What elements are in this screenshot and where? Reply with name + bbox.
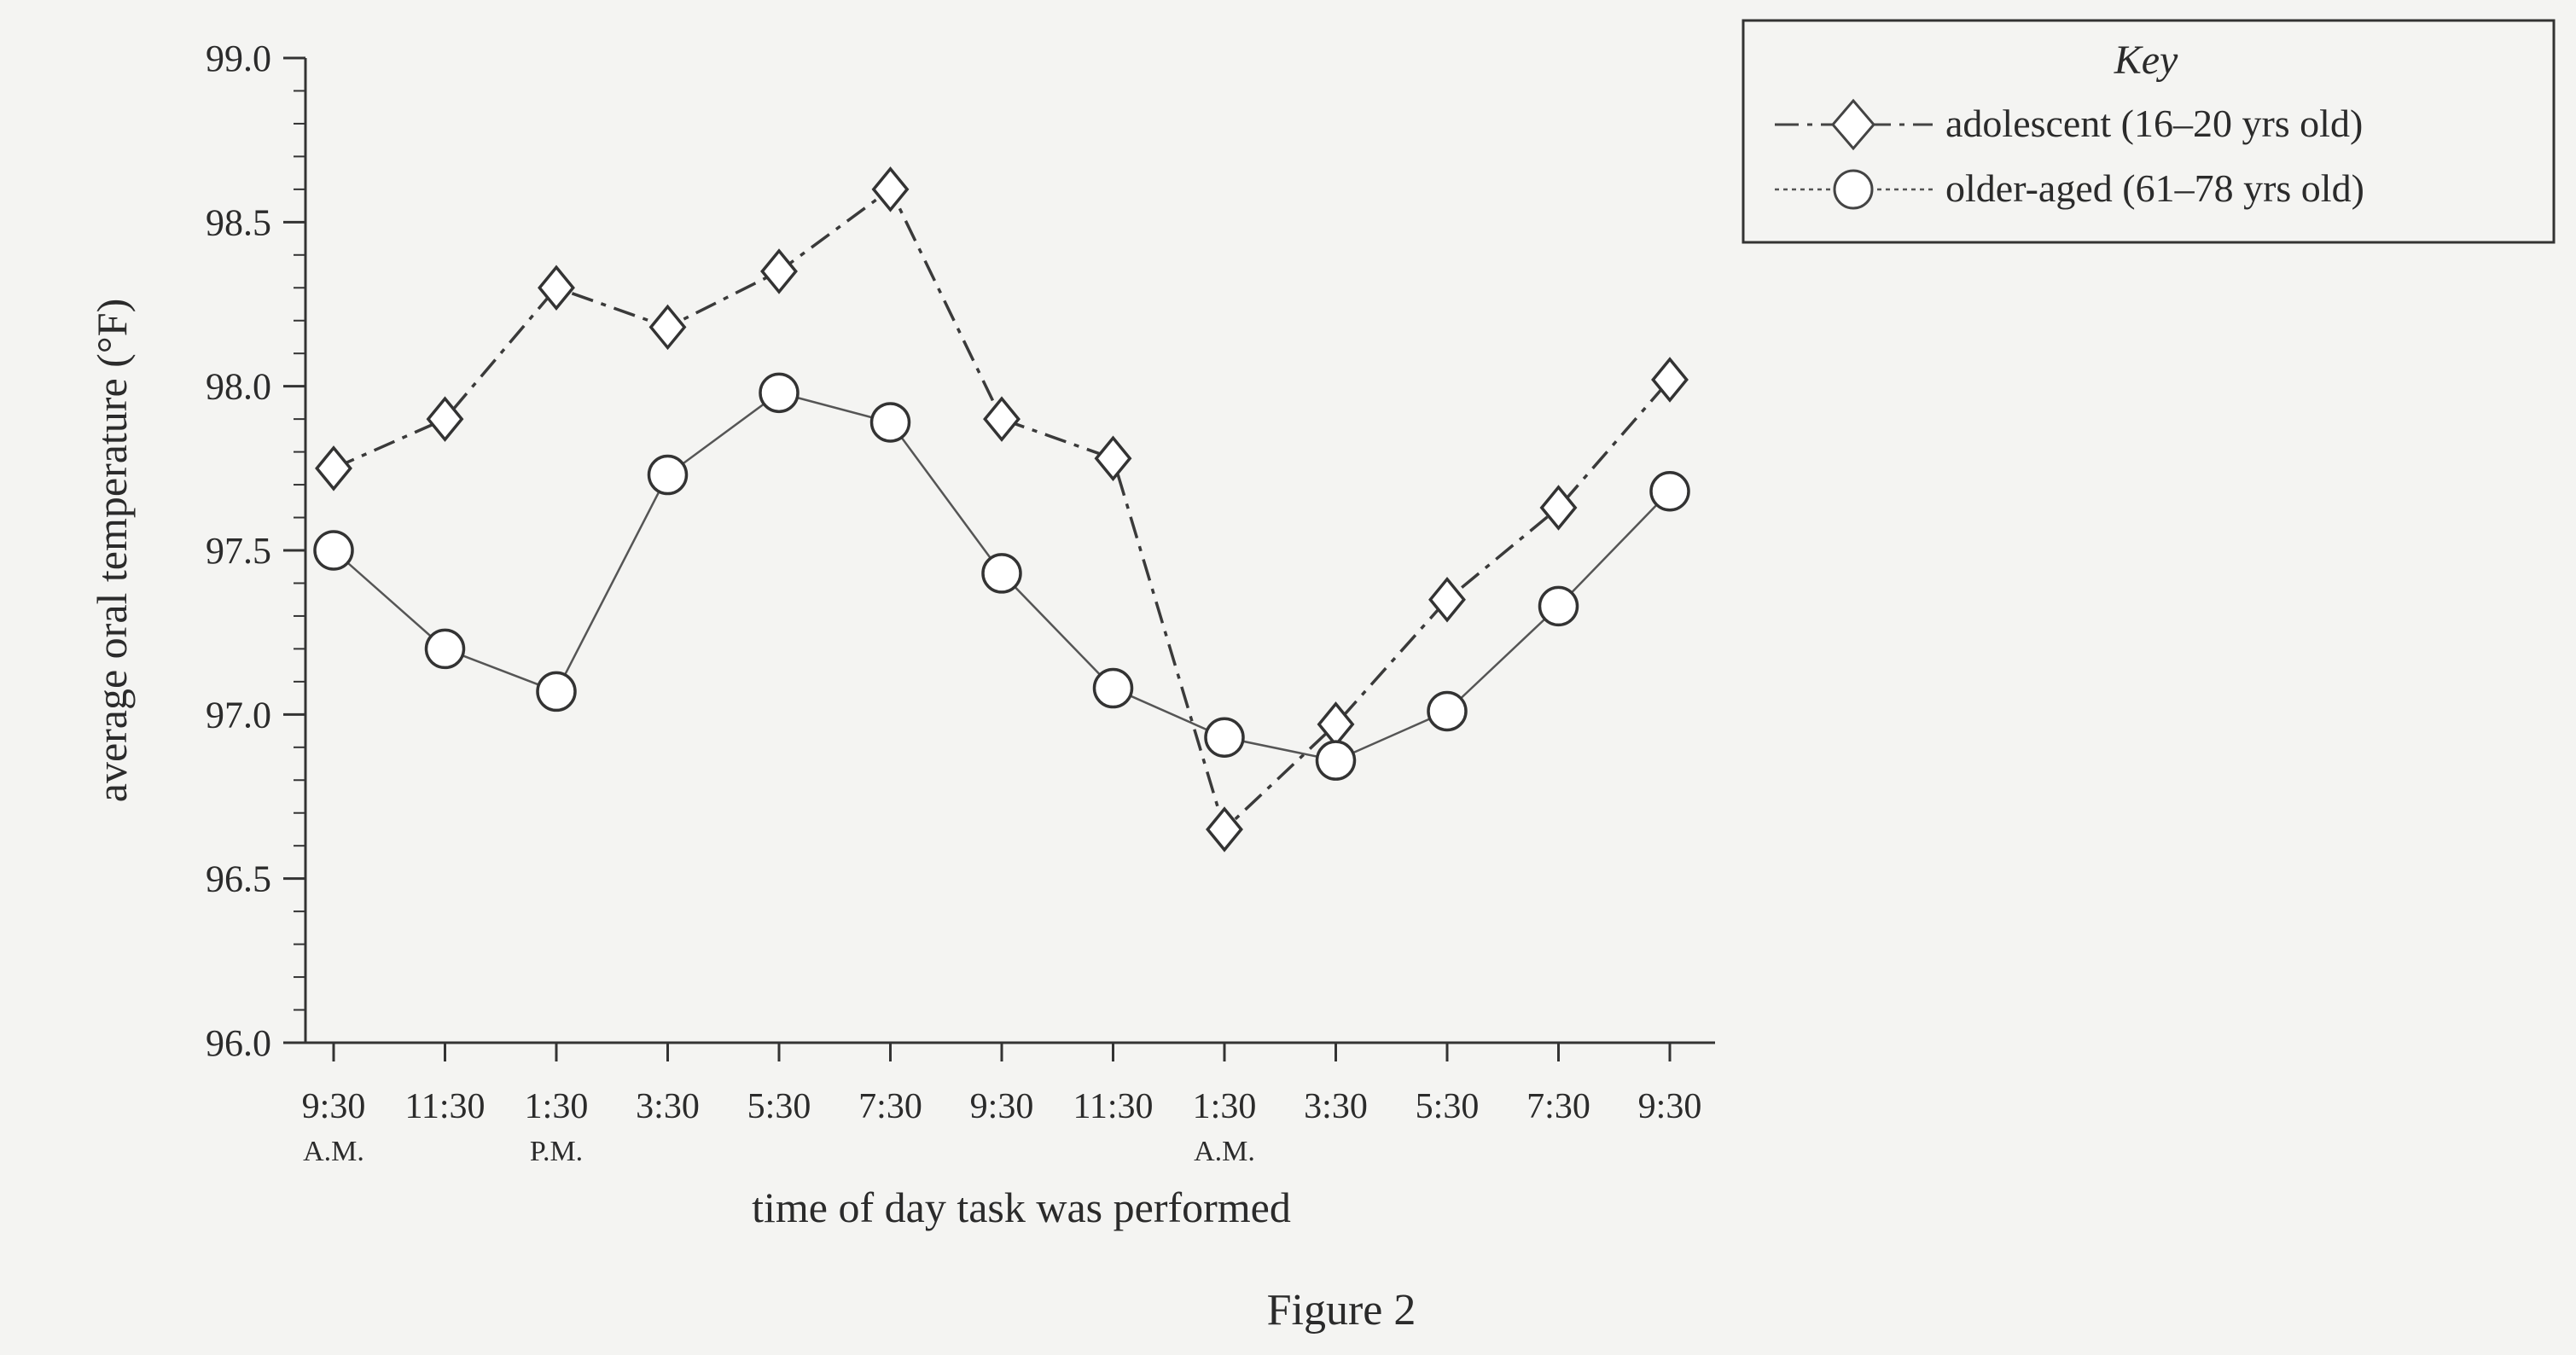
data-point-diamond [426, 396, 464, 442]
x-period-label: A.M. [1194, 1136, 1255, 1167]
data-point-circle [647, 454, 689, 496]
data-point-circle [759, 372, 800, 414]
x-tick-label: 11:30 [1073, 1087, 1153, 1126]
x-axis-title: time of day task was performed [752, 1183, 1291, 1231]
legend-marker-diamond [1831, 98, 1875, 151]
x-tick-label: 7:30 [858, 1087, 922, 1126]
data-point-diamond [1094, 435, 1132, 482]
legend: Key adolescent (16–20 yrs old) older-age… [1742, 19, 2556, 244]
y-tick-label: 98.0 [206, 366, 271, 408]
data-point-circle [1092, 667, 1134, 709]
data-point-diamond [1539, 485, 1578, 531]
data-point-circle [1649, 471, 1690, 512]
y-axis-title: average oral temperature (°F) [88, 299, 136, 803]
x-tick-label: 1:30 [1193, 1087, 1257, 1126]
series-line [333, 187, 1672, 833]
x-period-label: A.M. [303, 1136, 364, 1167]
data-point-circle [1538, 585, 1579, 627]
data-point-circle [869, 402, 911, 443]
figure-caption: Figure 2 [1267, 1286, 1416, 1335]
x-tick-label: 1:30 [525, 1087, 589, 1126]
x-tick-label: 3:30 [1304, 1087, 1368, 1126]
x-period-label: P.M. [530, 1136, 583, 1167]
data-point-circle [313, 530, 354, 571]
data-point-diamond [648, 304, 687, 351]
data-point-diamond [1651, 357, 1689, 403]
series-layer [313, 166, 1690, 852]
data-point-circle [981, 553, 1022, 594]
x-tick-label: 9:30 [1638, 1087, 1702, 1126]
y-tick-label: 97.5 [206, 530, 271, 572]
y-tick-label: 97.0 [206, 694, 271, 736]
data-point-diamond [538, 265, 575, 311]
data-point-circle [1315, 740, 1357, 781]
y-tick-label: 98.5 [206, 201, 271, 243]
data-point-circle [1427, 690, 1468, 732]
y-tick-label: 96.0 [206, 1022, 271, 1064]
legend-entry-older-aged: older-aged (61–78 yrs old) [1775, 166, 2364, 210]
data-point-diamond [983, 396, 1021, 442]
legend-entry-adolescent: adolescent (16–20 yrs old) [1775, 98, 2363, 151]
x-tick-label: 5:30 [747, 1087, 811, 1126]
x-tick-label: 9:30 [302, 1087, 366, 1126]
data-point-diamond [1206, 806, 1243, 852]
data-point-circle [536, 671, 577, 712]
data-point-diamond [1428, 576, 1466, 623]
y-tick-label: 96.5 [206, 858, 271, 900]
data-point-diamond [760, 248, 798, 294]
legend-marker-circle [1833, 169, 1874, 210]
series-older-aged [313, 372, 1690, 781]
data-point-diamond [315, 445, 352, 491]
legend-title: Key [2114, 38, 2178, 83]
legend-box [1742, 19, 2556, 244]
data-point-diamond [871, 166, 910, 212]
x-tick-label: 5:30 [1416, 1087, 1480, 1126]
x-tick-label: 7:30 [1526, 1087, 1590, 1126]
y-axis-ticks: 96.0 96.5 97.0 97.5 98.0 98.5 99.0 [206, 38, 305, 1064]
x-tick-label: 11:30 [404, 1087, 485, 1126]
legend-label-older-aged: older-aged (61–78 yrs old) [1945, 166, 2364, 210]
plot-area: 96.0 96.5 97.0 97.5 98.0 98.5 99.0 9:30 11:30 1:… [206, 38, 1715, 1167]
x-tick-label: 9:30 [970, 1087, 1034, 1126]
data-point-circle [1204, 717, 1245, 759]
data-point-circle [424, 628, 466, 670]
y-tick-label: 99.0 [206, 38, 271, 79]
x-tick-label: 3:30 [636, 1087, 700, 1126]
x-axis-ticks: 9:30 11:30 1:30 3:30 5:30 7:30 9:30 11:30 1:30 3:… [302, 1043, 1702, 1167]
series-adolescent [315, 166, 1689, 852]
legend-label-adolescent: adolescent (16–20 yrs old) [1945, 102, 2363, 145]
